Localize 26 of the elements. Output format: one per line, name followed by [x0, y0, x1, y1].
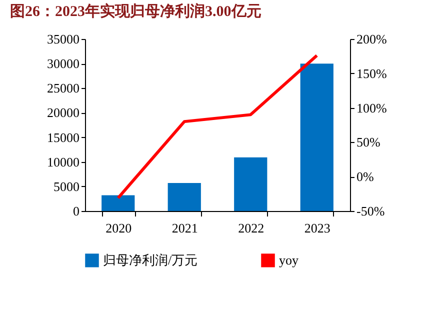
y2-tick-label: -50%: [356, 204, 385, 218]
chart-title: 图26：2023年实现归母净利润3.00亿元: [10, 2, 262, 20]
bar: [234, 157, 268, 211]
y2-tick-label: 200%: [356, 32, 387, 46]
y-tick-label: 35000: [47, 32, 80, 46]
y-tick-label: 15000: [47, 130, 80, 145]
y-tick-label: 30000: [47, 56, 80, 72]
y2-tick-label: 100%: [356, 100, 387, 116]
bar: [102, 195, 135, 211]
x-tick-label: 2020: [106, 220, 132, 236]
x-tick-label: 2022: [238, 220, 264, 236]
bar: [168, 182, 201, 211]
x-tick-label: 2023: [304, 220, 330, 236]
y-tick-label: 25000: [47, 80, 80, 96]
y-tick-label: 0: [73, 204, 80, 218]
y-tick-label: 20000: [47, 105, 80, 120]
y2-tick-label: 150%: [356, 66, 387, 81]
y2-tick-label: 0%: [356, 169, 374, 184]
y-tick-label: 10000: [47, 154, 80, 170]
legend-label: 归母净利润/万元: [103, 252, 198, 268]
legend-label: yoy: [279, 252, 299, 268]
y2-tick-label: 50%: [356, 134, 380, 150]
bar: [300, 64, 334, 211]
y-tick-label: 5000: [54, 178, 80, 194]
x-tick-label: 2021: [172, 220, 198, 236]
line-series: [116, 54, 318, 200]
